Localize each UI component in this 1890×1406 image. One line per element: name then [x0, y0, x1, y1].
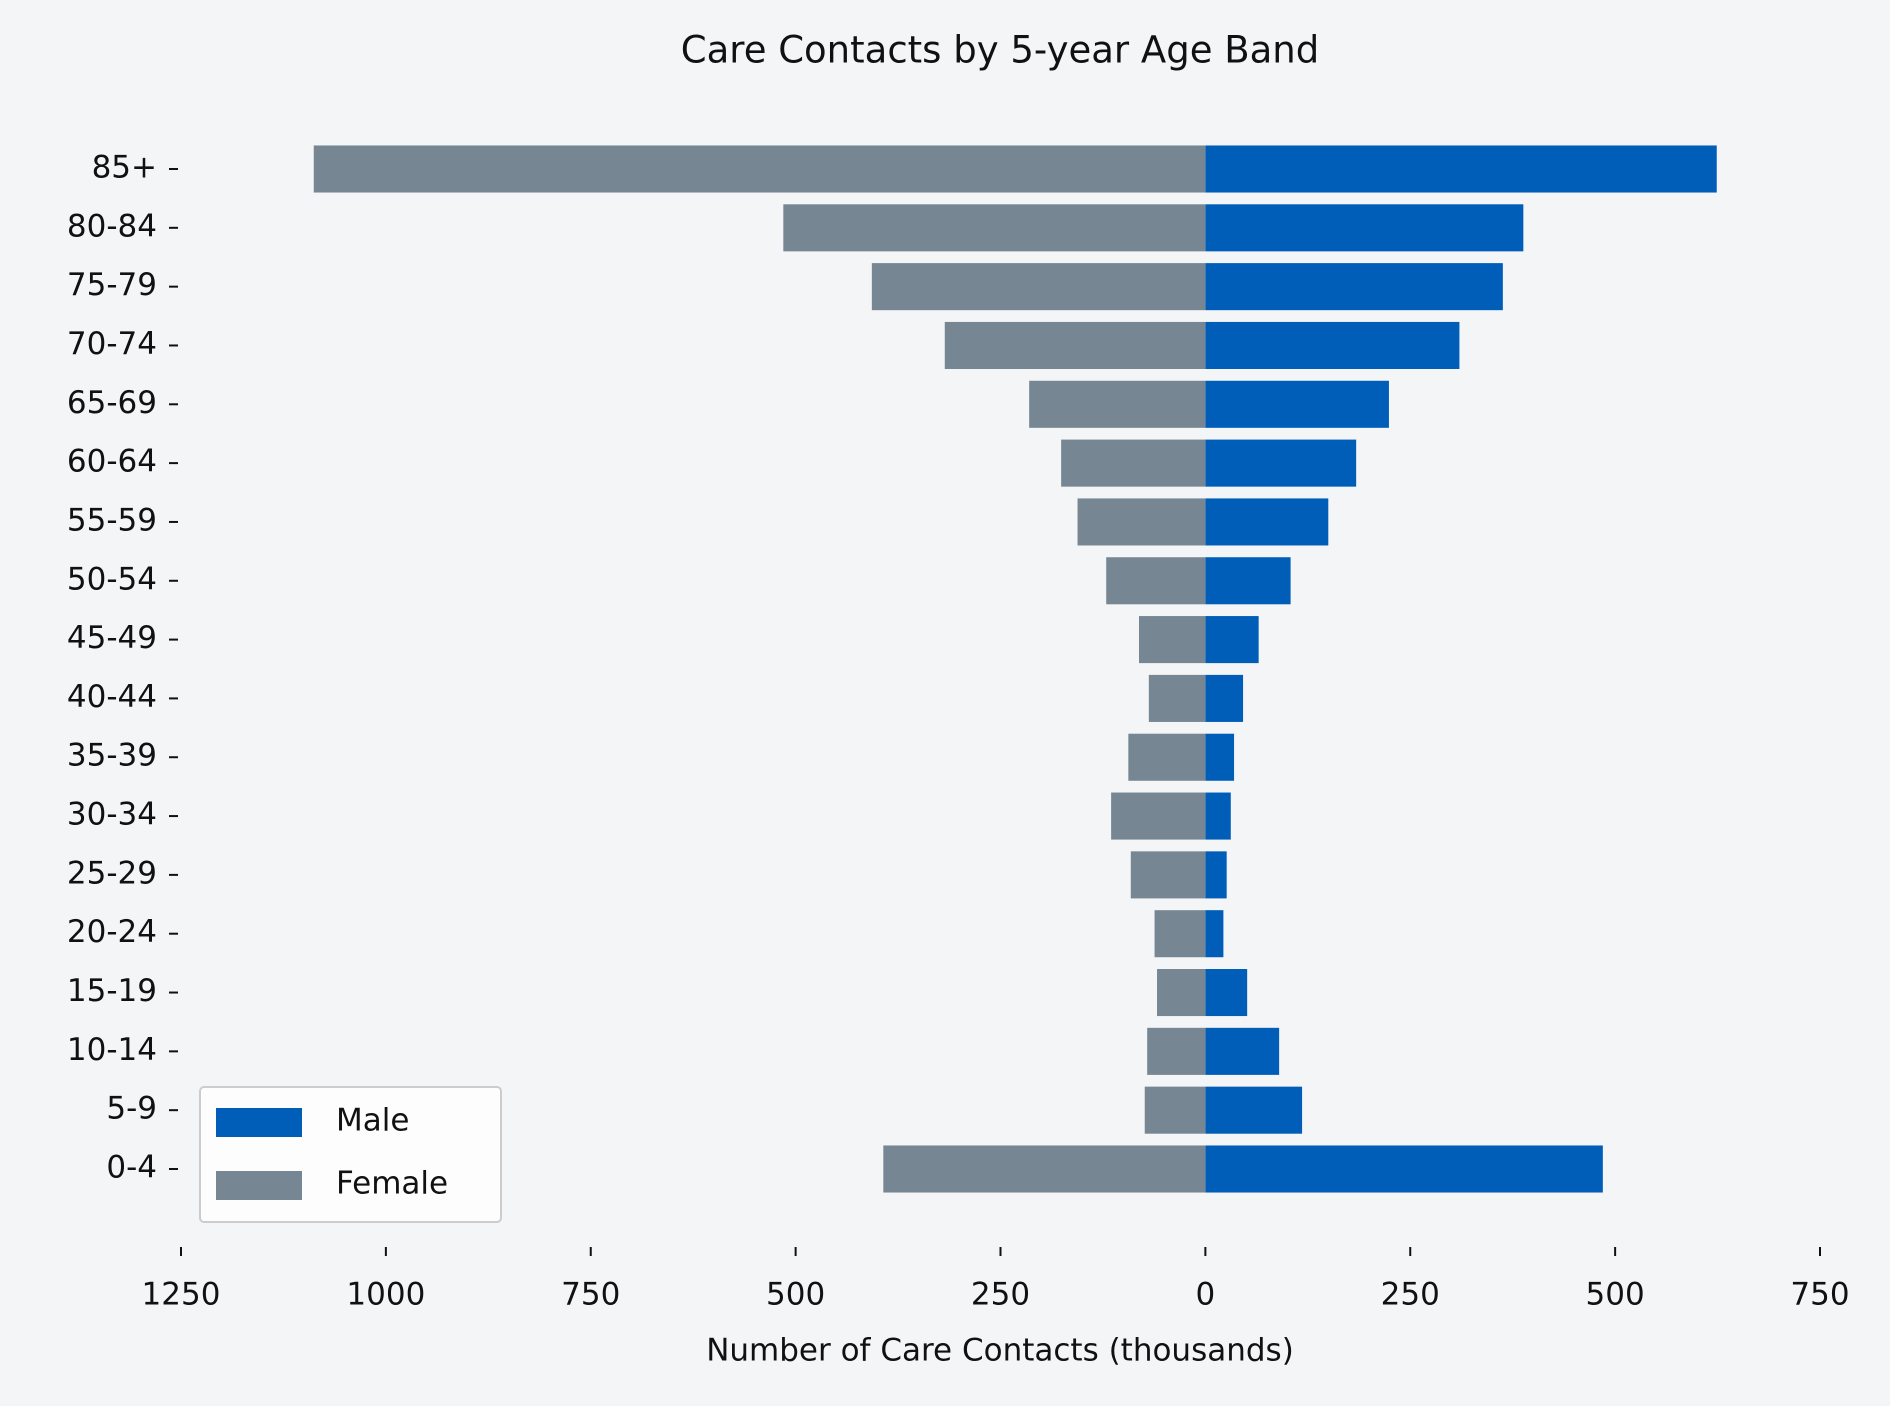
bar	[1077, 498, 1206, 546]
y-tick-label: 85+	[92, 150, 157, 186]
y-tick-label: 55-59	[67, 502, 157, 538]
legend-label: Male	[336, 1103, 409, 1139]
bar	[1205, 1086, 1303, 1134]
bar	[1205, 557, 1291, 605]
bar	[883, 1145, 1206, 1193]
y-tick-label: 60-64	[67, 444, 157, 480]
bar	[1205, 1145, 1603, 1193]
bar	[1148, 674, 1206, 722]
bar	[1111, 792, 1206, 840]
bar	[1144, 1086, 1206, 1134]
x-tick-label: 250	[1381, 1277, 1440, 1313]
bar	[1029, 380, 1206, 428]
bar	[1205, 380, 1389, 428]
x-tick-label: 1250	[142, 1277, 221, 1313]
bar	[1205, 498, 1329, 546]
bar	[1205, 321, 1460, 369]
x-tick-label: 1000	[346, 1277, 425, 1313]
bar	[1106, 557, 1206, 605]
bar	[1205, 145, 1717, 193]
x-axis-label: Number of Care Contacts (thousands)	[706, 1333, 1294, 1369]
y-tick-label: 45-49	[67, 620, 157, 656]
bar	[1157, 969, 1206, 1017]
bar	[1205, 263, 1503, 311]
bar	[871, 263, 1206, 311]
y-tick-label: 5-9	[106, 1091, 157, 1127]
bar	[313, 145, 1206, 193]
bar	[1205, 204, 1524, 252]
x-tick-label: 0	[1196, 1277, 1216, 1313]
bar	[1205, 1027, 1280, 1075]
y-tick-label: 35-39	[67, 738, 157, 774]
chart-title: Care Contacts by 5-year Age Band	[681, 29, 1319, 72]
legend-label: Female	[336, 1166, 448, 1202]
bar	[1061, 439, 1206, 487]
bar	[1205, 792, 1231, 840]
y-tick-label: 40-44	[67, 679, 157, 715]
y-tick-label: 30-34	[67, 797, 157, 833]
legend-swatch	[216, 1108, 302, 1137]
bar	[783, 204, 1206, 252]
bar	[1205, 674, 1244, 722]
y-tick-label: 15-19	[67, 973, 157, 1009]
y-tick-label: 65-69	[67, 385, 157, 421]
bar	[1205, 733, 1235, 781]
bar	[1128, 733, 1206, 781]
x-tick-label: 750	[561, 1277, 620, 1313]
bar	[1205, 616, 1259, 664]
x-tick-label: 250	[971, 1277, 1030, 1313]
y-tick-label: 0-4	[106, 1150, 157, 1186]
bar	[1130, 851, 1206, 899]
x-tick-label: 750	[1790, 1277, 1849, 1313]
y-tick-label: 80-84	[67, 208, 157, 244]
bar	[1154, 910, 1206, 958]
bar	[1205, 439, 1357, 487]
y-tick-label: 20-24	[67, 914, 157, 950]
bar	[1205, 910, 1224, 958]
y-tick-label: 10-14	[67, 1032, 157, 1068]
y-tick-label: 25-29	[67, 855, 157, 891]
y-tick-label: 50-54	[67, 561, 157, 597]
bar	[1147, 1027, 1206, 1075]
x-tick-label: 500	[766, 1277, 825, 1313]
y-tick-label: 70-74	[67, 326, 157, 362]
legend-swatch	[216, 1171, 302, 1200]
bar	[1138, 616, 1206, 664]
x-tick-label: 500	[1586, 1277, 1645, 1313]
bar	[1205, 851, 1227, 899]
bar	[944, 321, 1206, 369]
y-tick-label: 75-79	[67, 267, 157, 303]
bar	[1205, 969, 1248, 1017]
